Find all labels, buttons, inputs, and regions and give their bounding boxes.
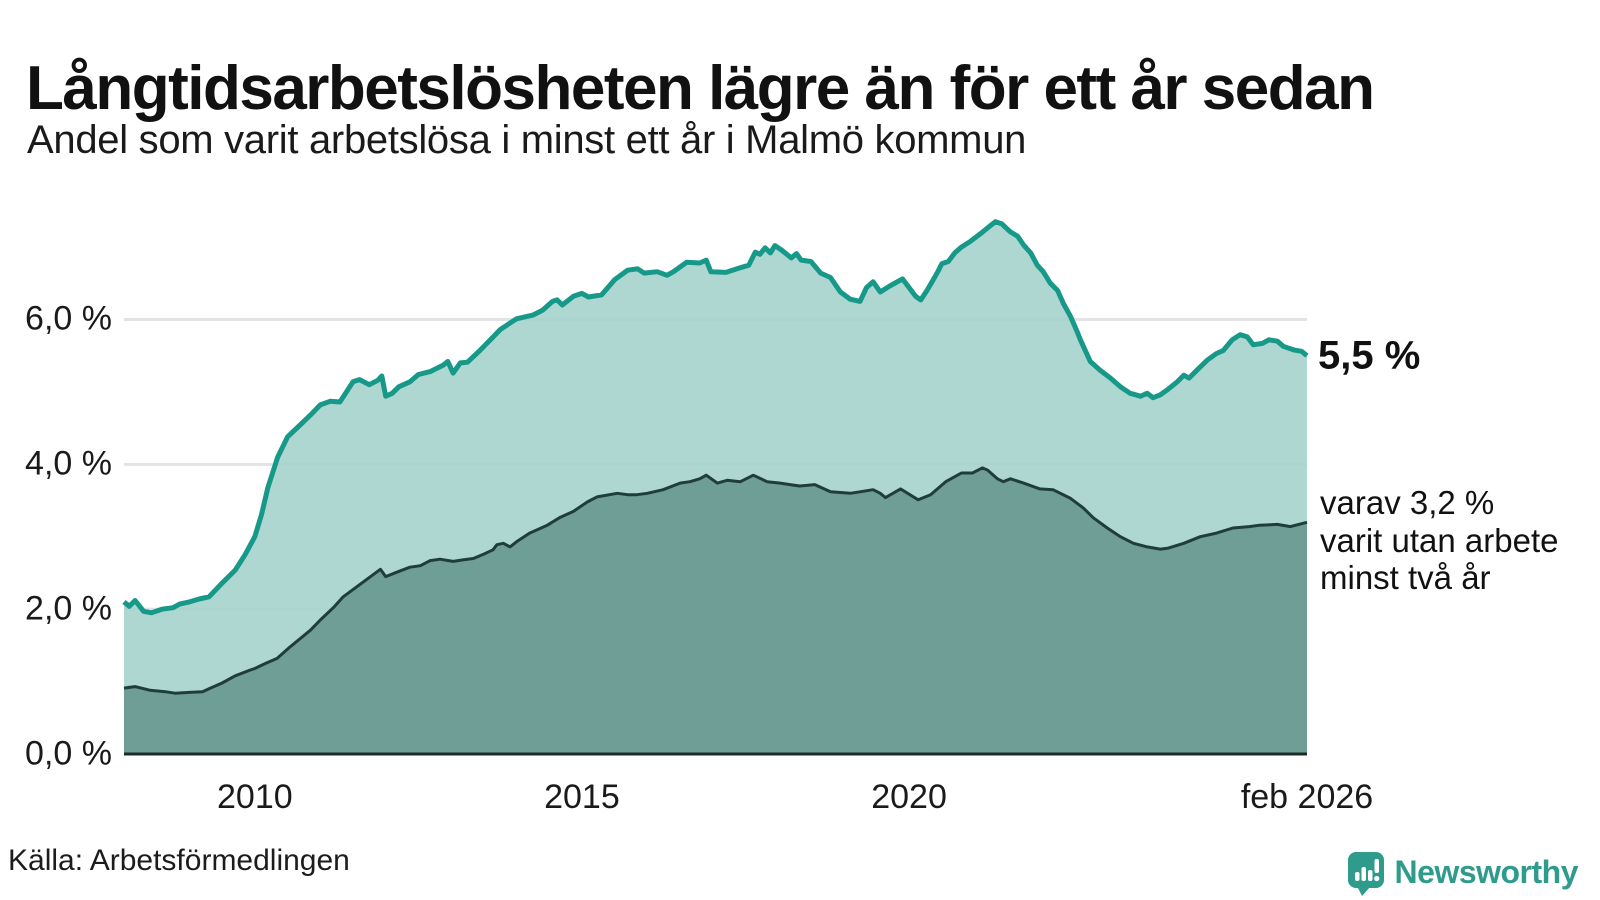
series-area-1 [124, 467, 1307, 754]
y-tick-label: 6,0 % [25, 299, 112, 338]
page-title: Långtidsarbetslösheten lägre än för ett … [26, 53, 1375, 123]
y-tick-label: 2,0 % [25, 589, 112, 628]
end-label-line-1: varav 3,2 % [1320, 484, 1495, 521]
newsworthy-icon [1347, 852, 1384, 896]
brand-name: Newsworthy [1394, 853, 1579, 890]
end-label-line-2: varit utan arbete [1320, 521, 1559, 559]
x-tick-label: 2020 [871, 778, 947, 816]
source-note: Källa: Arbetsförmedlingen [8, 844, 350, 877]
y-tick-label: 4,0 % [25, 444, 112, 483]
x-tick-label: 2010 [217, 778, 293, 816]
y-tick-label: 0,0 % [25, 734, 112, 773]
end-label-line-3: minst två år [1320, 559, 1491, 597]
series-line-0 [122, 219, 1309, 616]
series-line-1 [123, 466, 1308, 695]
x-tick-label: 2015 [544, 778, 620, 816]
series-end-label-two-years: varav 3,2 % varit utan arbete minst två … [1320, 484, 1558, 597]
brand-logo: Newsworthy [1347, 846, 1579, 898]
chart-subtitle: Andel som varit arbetslösa i minst ett å… [27, 118, 1027, 162]
x-tick-label: feb 2026 [1240, 778, 1374, 816]
series-end-label-one-year: 5,5 % [1318, 333, 1421, 378]
